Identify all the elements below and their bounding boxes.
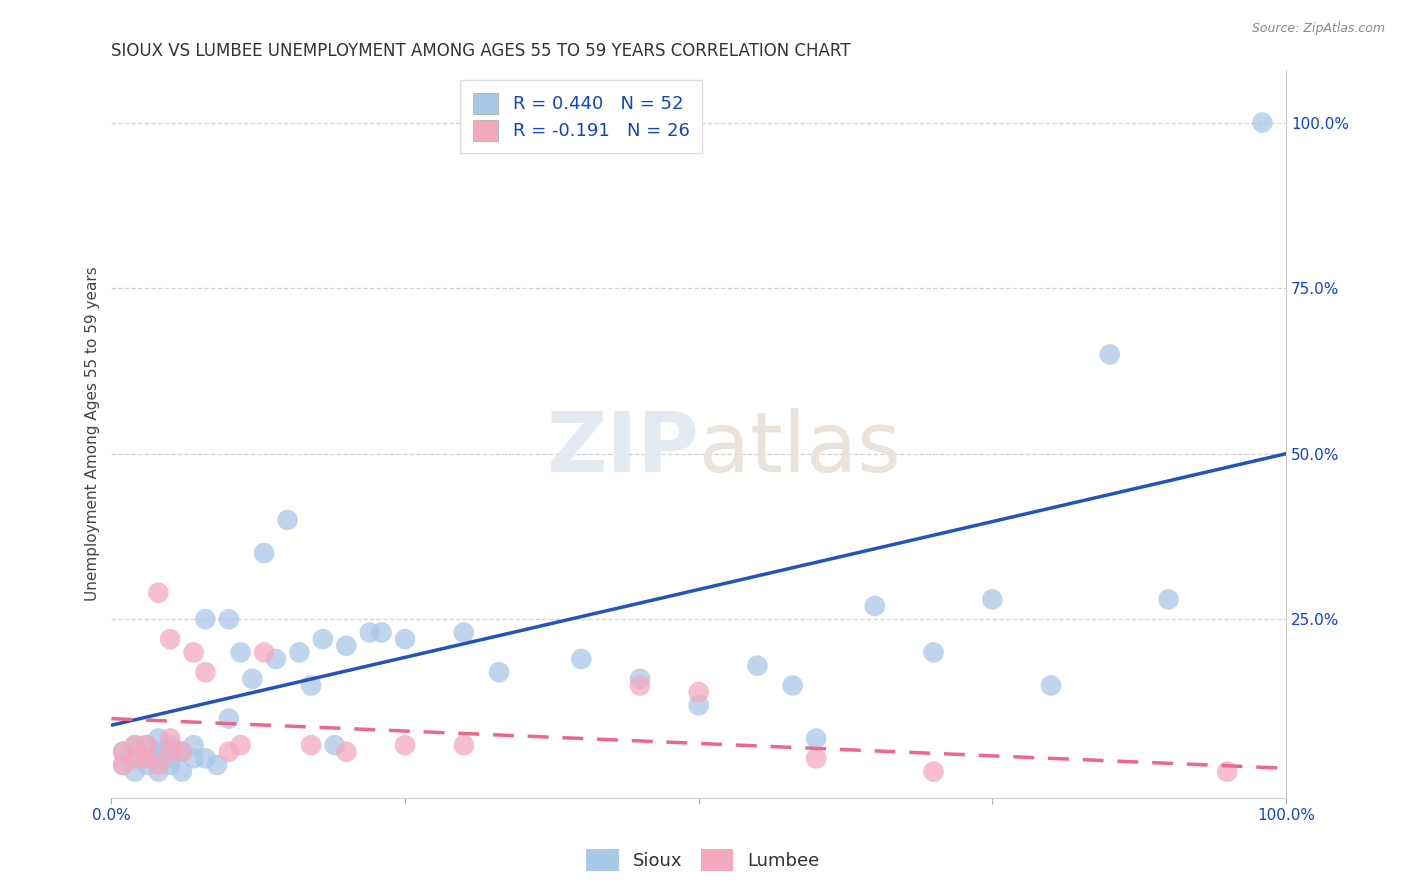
Point	[1216, 764, 1239, 779]
Point	[218, 745, 240, 759]
Point	[312, 632, 335, 647]
Point	[1098, 347, 1121, 361]
Point	[159, 745, 181, 759]
Point	[1251, 115, 1274, 129]
Point	[135, 738, 157, 752]
Point	[688, 685, 710, 699]
Point	[863, 599, 886, 613]
Text: atlas: atlas	[699, 408, 900, 489]
Point	[229, 645, 252, 659]
Point	[159, 758, 181, 772]
Point	[124, 738, 146, 752]
Legend: R = 0.440   N = 52, R = -0.191   N = 26: R = 0.440 N = 52, R = -0.191 N = 26	[460, 80, 702, 153]
Point	[112, 745, 135, 759]
Point	[299, 738, 322, 752]
Point	[159, 731, 181, 746]
Point	[782, 678, 804, 692]
Point	[170, 745, 193, 759]
Point	[124, 764, 146, 779]
Text: ZIP: ZIP	[546, 408, 699, 489]
Text: SIOUX VS LUMBEE UNEMPLOYMENT AMONG AGES 55 TO 59 YEARS CORRELATION CHART: SIOUX VS LUMBEE UNEMPLOYMENT AMONG AGES …	[111, 42, 851, 60]
Point	[277, 513, 299, 527]
Point	[170, 745, 193, 759]
Point	[747, 658, 769, 673]
Point	[394, 632, 416, 647]
Point	[148, 586, 170, 600]
Point	[148, 745, 170, 759]
Point	[804, 731, 827, 746]
Point	[148, 764, 170, 779]
Point	[194, 751, 217, 765]
Point	[688, 698, 710, 713]
Point	[124, 751, 146, 765]
Point	[112, 745, 135, 759]
Point	[159, 632, 181, 647]
Point	[148, 731, 170, 746]
Point	[170, 764, 193, 779]
Point	[1157, 592, 1180, 607]
Y-axis label: Unemployment Among Ages 55 to 59 years: Unemployment Among Ages 55 to 59 years	[86, 267, 100, 601]
Point	[112, 758, 135, 772]
Point	[253, 546, 276, 560]
Point	[135, 751, 157, 765]
Point	[804, 751, 827, 765]
Point	[148, 751, 170, 765]
Point	[159, 738, 181, 752]
Point	[229, 738, 252, 752]
Point	[569, 652, 592, 666]
Point	[323, 738, 346, 752]
Point	[1040, 678, 1063, 692]
Point	[183, 738, 205, 752]
Point	[135, 758, 157, 772]
Point	[394, 738, 416, 752]
Point	[183, 645, 205, 659]
Point	[628, 672, 651, 686]
Point	[488, 665, 510, 680]
Point	[370, 625, 392, 640]
Point	[135, 751, 157, 765]
Legend: Sioux, Lumbee: Sioux, Lumbee	[579, 842, 827, 879]
Point	[922, 645, 945, 659]
Point	[922, 764, 945, 779]
Point	[453, 738, 475, 752]
Point	[112, 758, 135, 772]
Point	[135, 738, 157, 752]
Point	[288, 645, 311, 659]
Point	[218, 712, 240, 726]
Point	[253, 645, 276, 659]
Point	[299, 678, 322, 692]
Point	[124, 751, 146, 765]
Point	[194, 612, 217, 626]
Point	[981, 592, 1004, 607]
Point	[205, 758, 228, 772]
Point	[183, 751, 205, 765]
Text: Source: ZipAtlas.com: Source: ZipAtlas.com	[1251, 22, 1385, 36]
Point	[335, 745, 357, 759]
Point	[218, 612, 240, 626]
Point	[264, 652, 287, 666]
Point	[240, 672, 263, 686]
Point	[453, 625, 475, 640]
Point	[359, 625, 381, 640]
Point	[194, 665, 217, 680]
Point	[148, 758, 170, 772]
Point	[124, 738, 146, 752]
Point	[159, 751, 181, 765]
Point	[628, 678, 651, 692]
Point	[335, 639, 357, 653]
